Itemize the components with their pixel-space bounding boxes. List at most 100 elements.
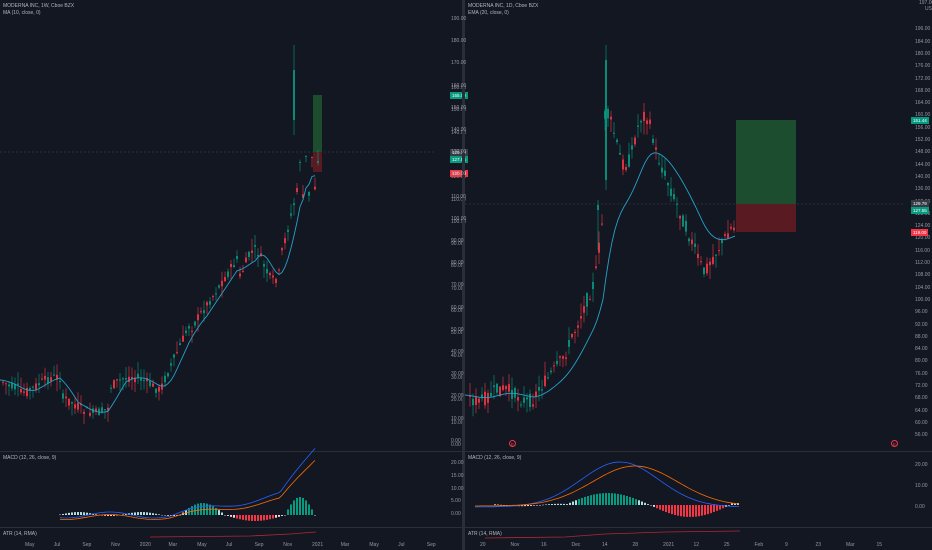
right-mid-price-tick: 170.00 <box>451 60 467 67</box>
left-macd-plot[interactable] <box>0 448 436 527</box>
left-candle-body <box>161 383 163 390</box>
right-candle-body <box>535 391 537 397</box>
right-macd-histogram-bar <box>539 505 541 506</box>
right-macd-tick-left: 15.00 <box>451 472 464 479</box>
right-candle-body <box>571 333 573 338</box>
right-time-tick: 12 <box>693 542 700 548</box>
right-macd-tick-right: 10.00 <box>915 483 928 489</box>
right-candle-body <box>682 215 684 227</box>
left-time-axis[interactable]: May Jul Sep Nov 2020 Mar May Jul Sep Nov 2021 Mar Ma… <box>0 540 436 550</box>
left-candle-body <box>293 203 295 206</box>
right-secondary-price-axis[interactable]: 190.00 180.00 170.00 160.00 150.00 140.00 130.… <box>451 0 466 550</box>
right-macd-histogram-bar <box>617 493 619 505</box>
right-macd-histogram-bar <box>569 502 571 505</box>
left-macd-histogram-bar <box>314 515 316 516</box>
right-earnings-marker-1[interactable]: E <box>509 440 516 447</box>
pane-divider[interactable] <box>462 0 465 550</box>
left-price-badge: 129.79 <box>450 149 468 156</box>
right-time-tick: Nov <box>510 542 520 548</box>
left-macd-histogram-bar <box>74 512 76 515</box>
left-macd-histogram-bar <box>197 503 199 515</box>
left-macd-line <box>59 448 316 519</box>
left-macd-histogram-bar <box>86 512 88 515</box>
right-candle-body <box>562 356 564 359</box>
right-candle-body <box>520 404 522 406</box>
right-price-tick: 88.00 <box>915 333 928 340</box>
right-candle-body <box>724 234 726 236</box>
left-candle-body <box>302 194 304 198</box>
right-price-tick: 164.00 <box>915 100 931 107</box>
left-candle-body <box>77 402 79 410</box>
left-candle-body <box>251 250 253 253</box>
right-macd-plot[interactable] <box>465 452 903 527</box>
left-candle-body <box>41 378 43 380</box>
right-price-tick: 124.00 <box>915 223 931 230</box>
left-macd-histogram-bar <box>137 512 139 515</box>
right-mid-price-tick: 180.00 <box>451 38 467 45</box>
left-candle-body <box>293 70 295 120</box>
right-macd-separator <box>465 451 932 452</box>
right-candle-body <box>667 183 669 186</box>
right-candle-body <box>670 188 672 196</box>
left-entry-badge: 127.55 <box>450 156 468 163</box>
right-price-tick: 176.00 <box>915 63 931 70</box>
right-candle-body <box>703 267 705 275</box>
right-candle-body <box>697 253 699 259</box>
left-price-tick: 70.00 <box>451 285 464 292</box>
left-candle-body <box>101 407 103 413</box>
left-macd-histogram-bar <box>236 515 238 519</box>
left-chart-pane[interactable]: MODERNA INC, 1W, Cboe BZX MA (10, close,… <box>0 0 468 550</box>
left-candle-body <box>215 293 217 295</box>
left-macd-histogram-bar <box>245 515 247 521</box>
right-macd-histogram-bar <box>653 505 655 507</box>
right-macd-histogram-bar <box>635 499 637 505</box>
right-price-axis[interactable]: 196.00 184.00 180.00 176.00 172.00 168.00 164.… <box>903 0 932 550</box>
left-candle-body <box>44 375 46 380</box>
right-price-tick: 120.00 <box>915 235 931 242</box>
right-macd-histogram-bar <box>650 505 652 506</box>
right-candle-body <box>610 116 612 120</box>
right-atr-legend: ATR (14, RMA) <box>468 531 502 537</box>
right-macd-histogram-bar <box>722 505 724 509</box>
left-macd-histogram-bar <box>281 515 283 516</box>
left-candle-body <box>131 376 133 380</box>
right-macd-histogram-bar <box>680 505 682 517</box>
left-macd-histogram-bar <box>218 510 220 515</box>
left-candle-body <box>113 380 115 389</box>
left-price-axis[interactable]: 160.00 150.00 140.00 130.00 120.00 110.00 100.… <box>436 0 466 550</box>
left-macd-histogram-bar <box>257 515 259 521</box>
right-time-axis[interactable]: 20 Nov 16 Dec 14 28 2021 12 25 Feb 9 23 Mar 15 <box>465 540 903 550</box>
right-currency-label: USD <box>925 6 932 12</box>
left-macd-histogram-bar <box>269 515 271 520</box>
right-candle-body <box>607 108 609 119</box>
left-time-tick: Nov <box>111 542 120 548</box>
left-price-plot[interactable] <box>0 0 436 450</box>
left-macd-histogram-bar <box>173 515 175 516</box>
left-macd-histogram-bar <box>275 515 277 518</box>
right-macd-histogram-bar <box>647 504 649 505</box>
left-stop-badge: 120.00 <box>450 170 468 177</box>
left-price-tick: 0.00 <box>451 441 461 448</box>
left-price-tick: 120.00 <box>451 174 467 181</box>
left-time-tick: Mar <box>168 542 178 548</box>
right-time-tick: 2021 <box>663 542 675 548</box>
left-macd-legend: MACD (12, 26, close, 9) <box>3 455 57 461</box>
left-price-tick: 110.00 <box>451 196 466 203</box>
left-candle-body <box>263 263 265 267</box>
left-macd-histogram-bar <box>287 509 289 515</box>
left-candle-body <box>236 256 238 260</box>
right-chart-pane[interactable]: MODERNA INC, 1D, Cboe BZX EMA (20, close… <box>451 0 932 550</box>
right-candle-body <box>586 293 588 307</box>
left-macd-histogram-bar <box>296 497 298 515</box>
left-candle-body <box>152 383 154 387</box>
right-earnings-marker-2[interactable]: E <box>891 440 898 447</box>
left-time-tick: May <box>369 542 379 548</box>
right-macd-histogram-bar <box>626 495 628 505</box>
right-price-plot[interactable] <box>464 0 903 450</box>
right-price-tick: 148.00 <box>915 149 931 156</box>
left-candle-body <box>230 264 232 268</box>
right-candle-body <box>598 242 600 253</box>
right-price-tick: 84.00 <box>915 346 928 353</box>
left-price-tick: 50.00 <box>451 330 464 337</box>
left-macd-histogram-bar <box>293 500 295 515</box>
